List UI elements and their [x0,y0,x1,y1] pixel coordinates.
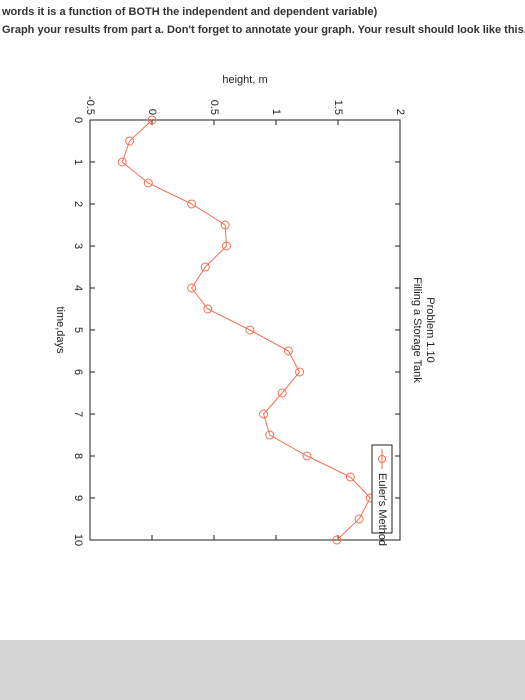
data-point [259,409,269,419]
y-tick-label: 2 [394,109,406,115]
data-point [143,178,153,188]
x-tick-label: 2 [72,201,84,207]
data-point [187,199,197,209]
data-point [147,115,157,125]
x-tick-label: 9 [72,495,84,501]
legend-marker [378,455,386,463]
data-point [332,535,342,545]
data-point [302,451,312,461]
data-point [345,472,355,482]
x-tick-label: 5 [72,327,84,333]
data-line [121,119,371,541]
chart-subtitle: Filling a Storage Tank [411,277,423,383]
data-point [221,241,231,251]
x-tick-label: 1 [72,159,84,165]
x-tick-label: 7 [72,411,84,417]
data-point [187,283,197,293]
legend-label: Euler's Method [376,473,388,546]
x-tick-label: 6 [72,369,84,375]
y-tick-label: 0 [146,109,158,115]
y-tick-label: -0.5 [84,96,96,115]
data-point [125,136,135,146]
data-point [295,367,305,377]
instruction-line: Graph your results from part a. Don't fo… [2,24,525,36]
data-point [265,430,275,440]
data-point [277,388,287,398]
x-axis-label: time,days [54,306,66,354]
data-point [200,262,210,272]
data-point [245,325,255,335]
y-tick-label: 1 [270,109,282,115]
data-point [220,220,230,230]
legend-box [371,444,393,534]
x-tick-label: 8 [72,453,84,459]
x-tick-label: 3 [72,243,84,249]
data-point [283,346,293,356]
x-tick-label: 0 [72,117,84,123]
y-tick-label: 0.5 [208,100,220,115]
plot-area [89,119,401,541]
instruction-line: words it is a function of BOTH the indep… [1,6,378,18]
x-tick-label: 10 [72,534,84,546]
y-axis-label: height, m [222,74,267,86]
x-tick-label: 4 [72,285,84,291]
y-tick-label: 1.5 [332,100,344,115]
chart-title: Problem 1.10 [424,297,436,362]
data-point [354,514,364,524]
data-point [203,304,213,314]
data-point [117,157,127,167]
